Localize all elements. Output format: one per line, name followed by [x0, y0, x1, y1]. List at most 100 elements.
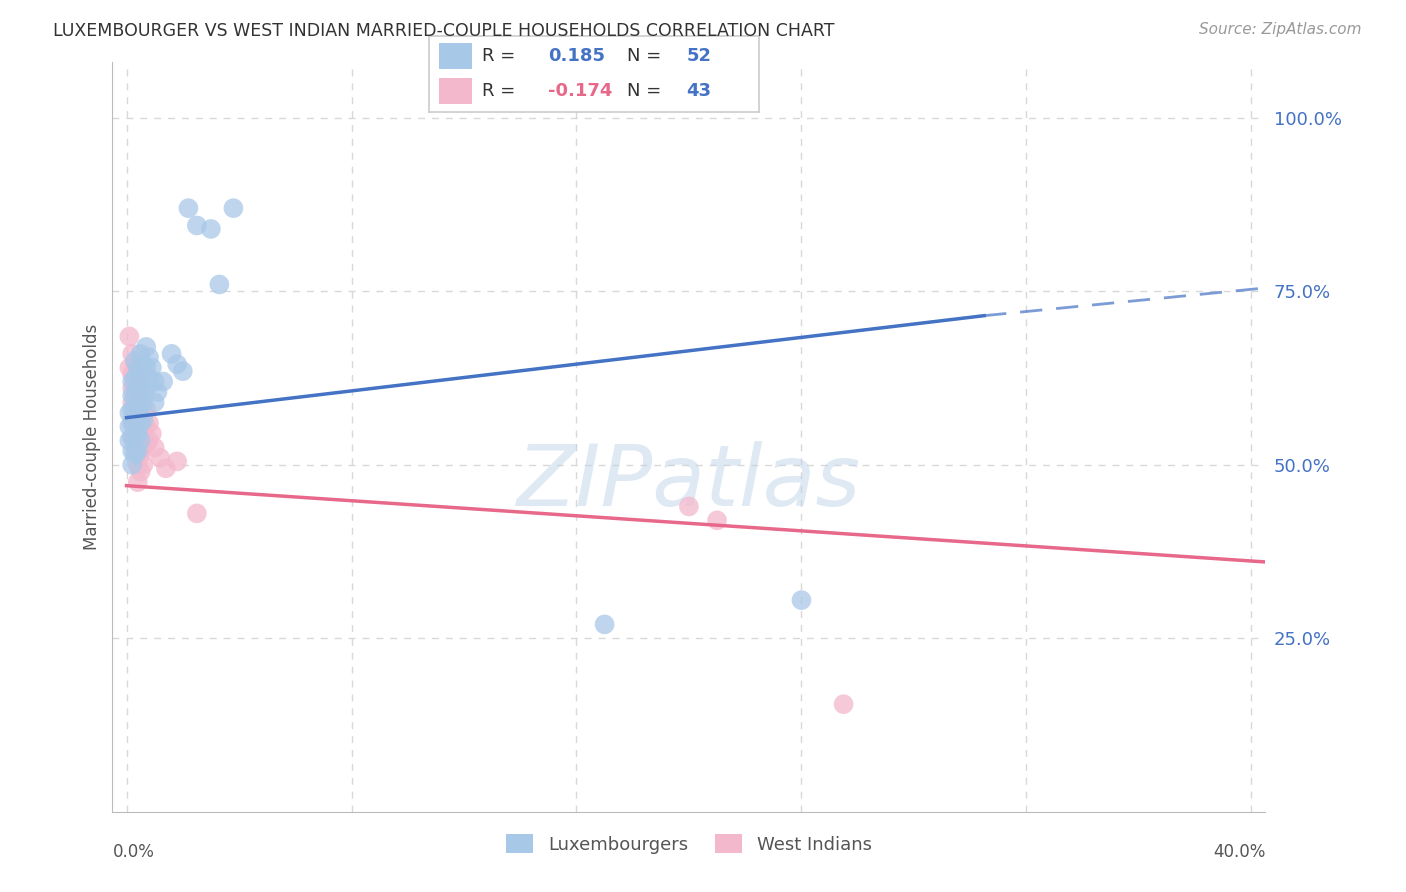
Point: [135, 437, 157, 451]
Point: [124, 416, 146, 430]
Point: [124, 409, 146, 424]
Point: [124, 388, 146, 402]
Point: [118, 419, 141, 434]
Point: [124, 375, 146, 389]
Point: [124, 447, 146, 461]
Point: [146, 384, 169, 399]
Point: [155, 461, 177, 475]
Point: [129, 395, 152, 409]
Point: [135, 360, 157, 375]
Point: [118, 360, 141, 375]
Point: [121, 388, 143, 402]
Bar: [439, 44, 472, 69]
Point: [129, 430, 152, 444]
Point: [138, 434, 160, 448]
Point: [121, 402, 143, 417]
Point: [124, 426, 146, 441]
Point: [129, 416, 152, 430]
Point: [143, 441, 166, 455]
Point: [124, 430, 146, 444]
Point: [141, 360, 163, 375]
Point: [121, 430, 143, 444]
Text: N =: N =: [627, 82, 661, 100]
Point: [186, 507, 208, 521]
Point: [135, 382, 157, 396]
Text: ZIPatlas: ZIPatlas: [517, 441, 860, 524]
Point: [208, 277, 231, 292]
Point: [132, 395, 155, 409]
Point: [121, 375, 143, 389]
Text: 40.0%: 40.0%: [1213, 843, 1265, 861]
Point: [124, 353, 146, 368]
Point: [127, 423, 149, 437]
Text: 0.185: 0.185: [548, 47, 605, 65]
Point: [141, 426, 163, 441]
Text: LUXEMBOURGER VS WEST INDIAN MARRIED-COUPLE HOUSEHOLDS CORRELATION CHART: LUXEMBOURGER VS WEST INDIAN MARRIED-COUP…: [53, 22, 835, 40]
Point: [127, 384, 149, 399]
Point: [138, 371, 160, 385]
Point: [121, 413, 143, 427]
Point: [135, 340, 157, 354]
Point: [129, 399, 152, 413]
Point: [127, 395, 149, 409]
Point: [121, 444, 143, 458]
Point: [132, 375, 155, 389]
Point: [132, 441, 155, 455]
Text: -0.174: -0.174: [548, 82, 612, 100]
Point: [121, 382, 143, 396]
Point: [129, 413, 152, 427]
Point: [132, 357, 155, 371]
Text: 52: 52: [686, 47, 711, 65]
Legend: Luxembourgers, West Indians: Luxembourgers, West Indians: [498, 825, 880, 863]
Point: [593, 617, 616, 632]
Point: [127, 378, 149, 392]
Point: [166, 357, 188, 371]
Point: [129, 382, 152, 396]
Point: [186, 219, 208, 233]
Point: [127, 441, 149, 455]
Point: [118, 406, 141, 420]
Text: R =: R =: [482, 82, 515, 100]
Y-axis label: Married-couple Households: Married-couple Households: [83, 324, 101, 550]
Point: [129, 378, 152, 392]
Point: [121, 430, 143, 444]
Point: [177, 201, 200, 215]
Point: [121, 395, 143, 409]
Point: [132, 458, 155, 472]
Point: [172, 364, 194, 378]
Point: [127, 368, 149, 382]
Point: [124, 357, 146, 371]
Point: [127, 426, 149, 441]
Point: [135, 419, 157, 434]
Point: [129, 434, 152, 448]
Point: [129, 465, 152, 479]
Point: [129, 347, 152, 361]
Point: [143, 375, 166, 389]
Text: R =: R =: [482, 47, 515, 65]
Text: 43: 43: [686, 82, 711, 100]
Point: [132, 406, 155, 420]
Point: [118, 329, 141, 343]
Point: [152, 375, 174, 389]
Point: [132, 413, 155, 427]
Point: [121, 368, 143, 382]
Point: [160, 347, 183, 361]
Point: [121, 416, 143, 430]
Point: [124, 371, 146, 385]
Point: [132, 388, 155, 402]
Point: [127, 409, 149, 424]
Point: [790, 593, 813, 607]
Point: [200, 222, 222, 236]
Point: [138, 351, 160, 365]
Point: [127, 475, 149, 490]
Text: N =: N =: [627, 47, 661, 65]
Point: [124, 392, 146, 406]
Text: 0.0%: 0.0%: [112, 843, 155, 861]
Point: [143, 395, 166, 409]
Point: [127, 444, 149, 458]
Point: [124, 402, 146, 417]
Point: [121, 458, 143, 472]
Point: [118, 434, 141, 448]
Bar: [439, 78, 472, 104]
Point: [706, 513, 728, 527]
